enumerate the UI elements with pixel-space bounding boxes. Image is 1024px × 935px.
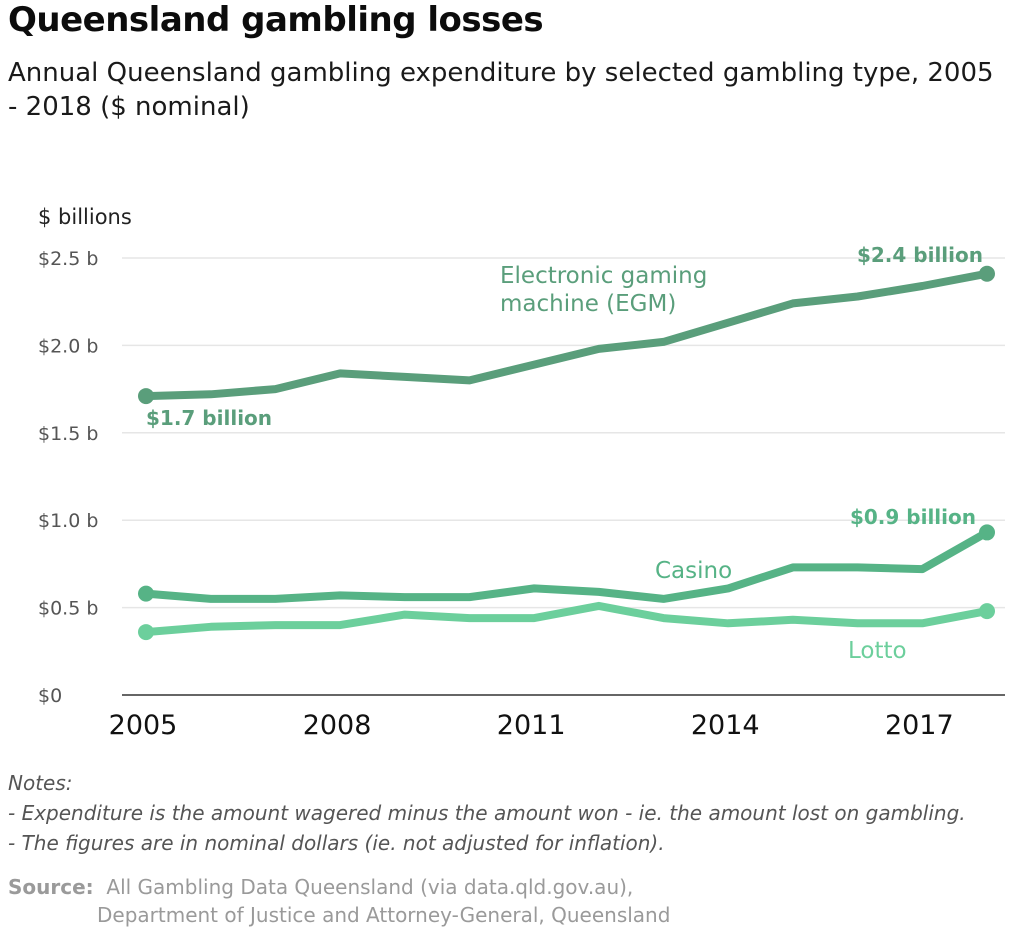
series-label-egm-line1: Electronic gaming [500, 263, 707, 289]
note-line: - The figures are in nominal dollars (ie… [8, 831, 665, 855]
source-block: Source: All Gambling Data Queensland (vi… [8, 873, 670, 929]
series-label-lotto: Lotto [848, 638, 907, 664]
x-tick-label: 2008 [303, 710, 372, 741]
y-tick-label: $2.0 b [38, 335, 98, 357]
x-tick-label: 2014 [691, 710, 760, 741]
series-line-lotto [142, 601, 991, 637]
y-tick-label: $0 [38, 685, 62, 707]
chart-subtitle: Annual Queensland gambling expenditure b… [8, 58, 994, 122]
source-line-2: Department of Justice and Attorney-Gener… [97, 903, 671, 927]
y-tick-label: $1.0 b [38, 510, 98, 532]
notes-heading: Notes: [8, 771, 73, 795]
chart-title: Queensland gambling losses [8, 0, 544, 40]
x-tick-label: 2011 [497, 710, 566, 741]
point-egm-end [979, 265, 995, 282]
line-chart: $ billions $0 $0.5 b $1.0 b $1.5 b $2.0 b $2.5… [38, 205, 1005, 741]
notes-block: Notes: - Expenditure is the amount wager… [8, 768, 966, 858]
x-tick-label: 2005 [109, 710, 178, 741]
source-line-1: All Gambling Data Queensland (via data.q… [106, 875, 634, 899]
data-label-egm-start: $1.7 billion [146, 406, 272, 430]
y-tick-label: $0.5 b [38, 598, 98, 620]
series-line-egm [142, 269, 991, 401]
point-lotto-start [138, 624, 154, 641]
series-line-casino [142, 528, 991, 603]
point-lotto-end [979, 603, 995, 620]
series-label-egm-line2: machine (EGM) [500, 291, 676, 317]
y-tick-label: $2.5 b [38, 248, 98, 270]
x-tick-label: 2017 [885, 710, 954, 741]
point-casino-end [979, 524, 995, 541]
y-axis-label: $ billions [38, 205, 132, 229]
note-line: - Expenditure is the amount wagered minu… [8, 801, 966, 825]
point-casino-start [138, 585, 154, 602]
data-label-casino-end: $0.9 billion [850, 505, 976, 529]
source-label: Source: [8, 875, 94, 899]
data-label-egm-end: $2.4 billion [857, 243, 983, 267]
point-egm-start [138, 388, 154, 405]
series-label-casino: Casino [655, 558, 732, 584]
y-tick-label: $1.5 b [38, 423, 98, 445]
